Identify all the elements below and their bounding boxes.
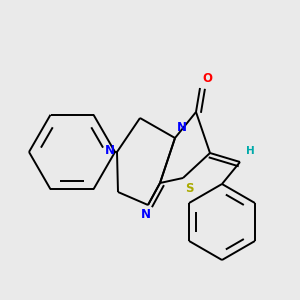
Text: N: N bbox=[105, 143, 115, 157]
Text: H: H bbox=[246, 146, 255, 156]
Text: N: N bbox=[177, 121, 187, 134]
Text: N: N bbox=[141, 208, 151, 221]
Text: O: O bbox=[202, 72, 212, 85]
Text: S: S bbox=[185, 182, 194, 195]
